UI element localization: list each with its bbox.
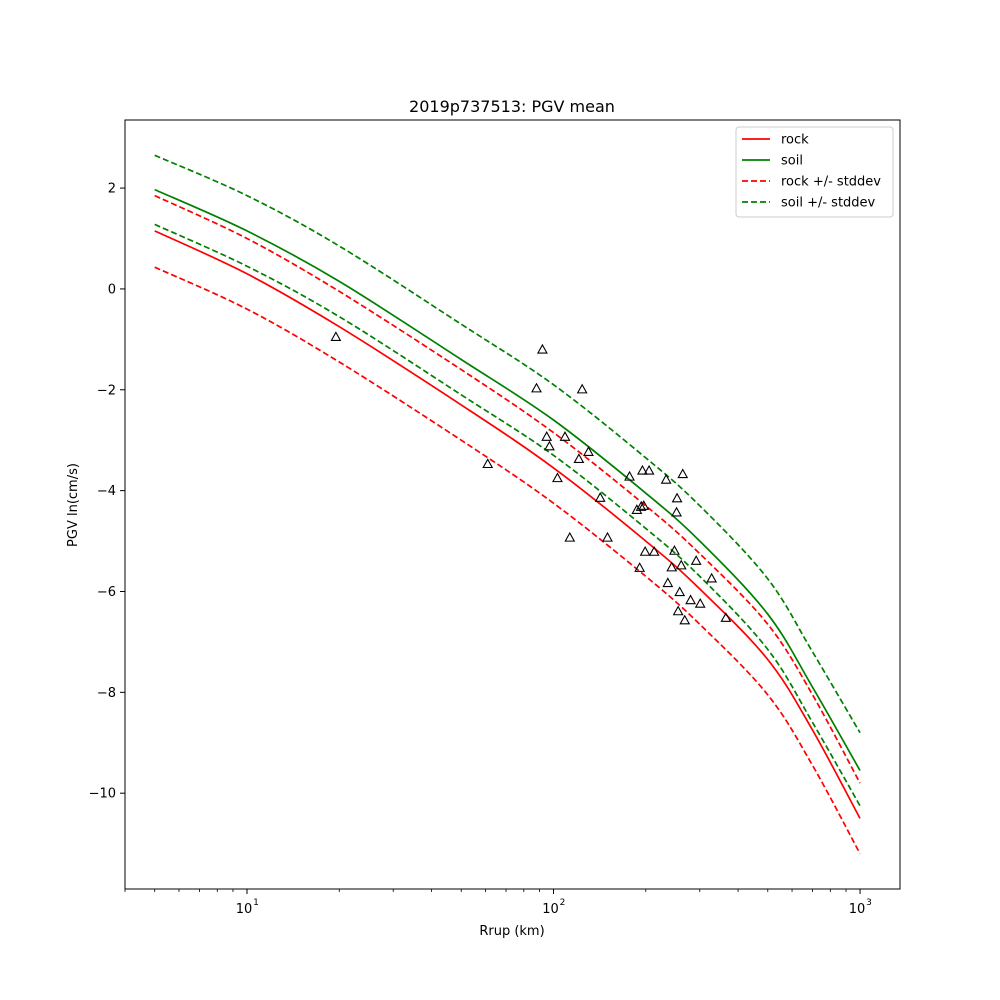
observation-point bbox=[541, 431, 553, 441]
observation-point bbox=[668, 545, 680, 555]
x-tick-label: 10 bbox=[542, 902, 559, 917]
observation-point bbox=[602, 531, 613, 542]
observation-point bbox=[594, 492, 606, 502]
y-tick-label: −6 bbox=[97, 585, 116, 600]
observation-point bbox=[576, 383, 588, 394]
observation-points bbox=[330, 331, 732, 625]
observation-point bbox=[583, 446, 594, 456]
x-tick-label: 10 bbox=[849, 902, 866, 917]
observation-point bbox=[552, 472, 563, 483]
legend: rock soil rock +/- stddev soil +/- stddev bbox=[735, 126, 894, 218]
legend-box bbox=[735, 126, 894, 218]
observation-point bbox=[675, 559, 687, 570]
legend-entry-label: rock bbox=[781, 133, 809, 148]
y-tick-label: −2 bbox=[97, 383, 116, 398]
observation-point bbox=[690, 555, 702, 565]
observation-point bbox=[679, 614, 691, 625]
series-line-5 bbox=[154, 223, 861, 807]
observation-point bbox=[694, 597, 706, 608]
y-tick-label: −10 bbox=[89, 787, 116, 802]
observation-point bbox=[639, 546, 651, 556]
observation-point bbox=[536, 343, 548, 354]
observation-point bbox=[672, 605, 684, 616]
observation-point bbox=[624, 470, 635, 481]
legend-entry-label: rock +/- stddev bbox=[781, 175, 881, 190]
observation-point bbox=[531, 382, 542, 393]
observation-point bbox=[559, 431, 571, 441]
x-tick-exponent: 3 bbox=[866, 898, 872, 908]
series-line-3 bbox=[154, 266, 861, 855]
series-line-1 bbox=[154, 188, 861, 771]
observation-point bbox=[564, 531, 576, 542]
y-tick-label: −4 bbox=[97, 484, 116, 499]
series-line-0 bbox=[154, 230, 861, 819]
y-axis: 2 0 −2 −4 −6 −8 −10 bbox=[89, 182, 125, 802]
y-tick-label: 2 bbox=[108, 182, 116, 197]
y-axis-label: PGV ln(cm/s) bbox=[66, 463, 81, 547]
observation-point bbox=[674, 586, 686, 597]
observation-point bbox=[677, 468, 689, 479]
y-tick-label: −8 bbox=[97, 686, 116, 701]
observation-point bbox=[662, 577, 674, 588]
observation-point bbox=[685, 594, 697, 605]
observation-point bbox=[330, 331, 342, 341]
observation-point bbox=[638, 500, 650, 510]
plot-area-frame bbox=[124, 119, 901, 890]
observation-point bbox=[648, 546, 660, 556]
x-tick-label: 10 bbox=[236, 902, 253, 917]
observation-point bbox=[660, 473, 672, 484]
observation-point bbox=[666, 561, 678, 572]
series-layer bbox=[154, 154, 861, 855]
chart-title: 2019p737513: PGV mean bbox=[409, 97, 615, 116]
observation-point bbox=[634, 562, 646, 572]
observation-point bbox=[720, 612, 732, 622]
x-tick-exponent: 1 bbox=[253, 898, 259, 908]
observation-point bbox=[636, 464, 648, 475]
x-axis-label: Rrup (km) bbox=[479, 924, 544, 939]
x-axis: 10 1 10 2 10 3 bbox=[124, 889, 872, 917]
y-tick-label: 0 bbox=[108, 282, 116, 297]
observation-point bbox=[706, 572, 718, 583]
observation-point bbox=[573, 453, 585, 464]
observation-point bbox=[635, 501, 647, 511]
series-line-4 bbox=[154, 154, 861, 734]
observation-point bbox=[671, 492, 683, 503]
observation-point bbox=[643, 464, 655, 475]
legend-entry-label: soil bbox=[781, 154, 803, 169]
observation-point bbox=[482, 458, 494, 469]
observation-point bbox=[671, 506, 682, 517]
observation-point bbox=[544, 440, 555, 451]
legend-entry-label: soil +/- stddev bbox=[781, 196, 876, 211]
x-tick-exponent: 2 bbox=[560, 898, 566, 908]
series-line-2 bbox=[154, 194, 861, 784]
